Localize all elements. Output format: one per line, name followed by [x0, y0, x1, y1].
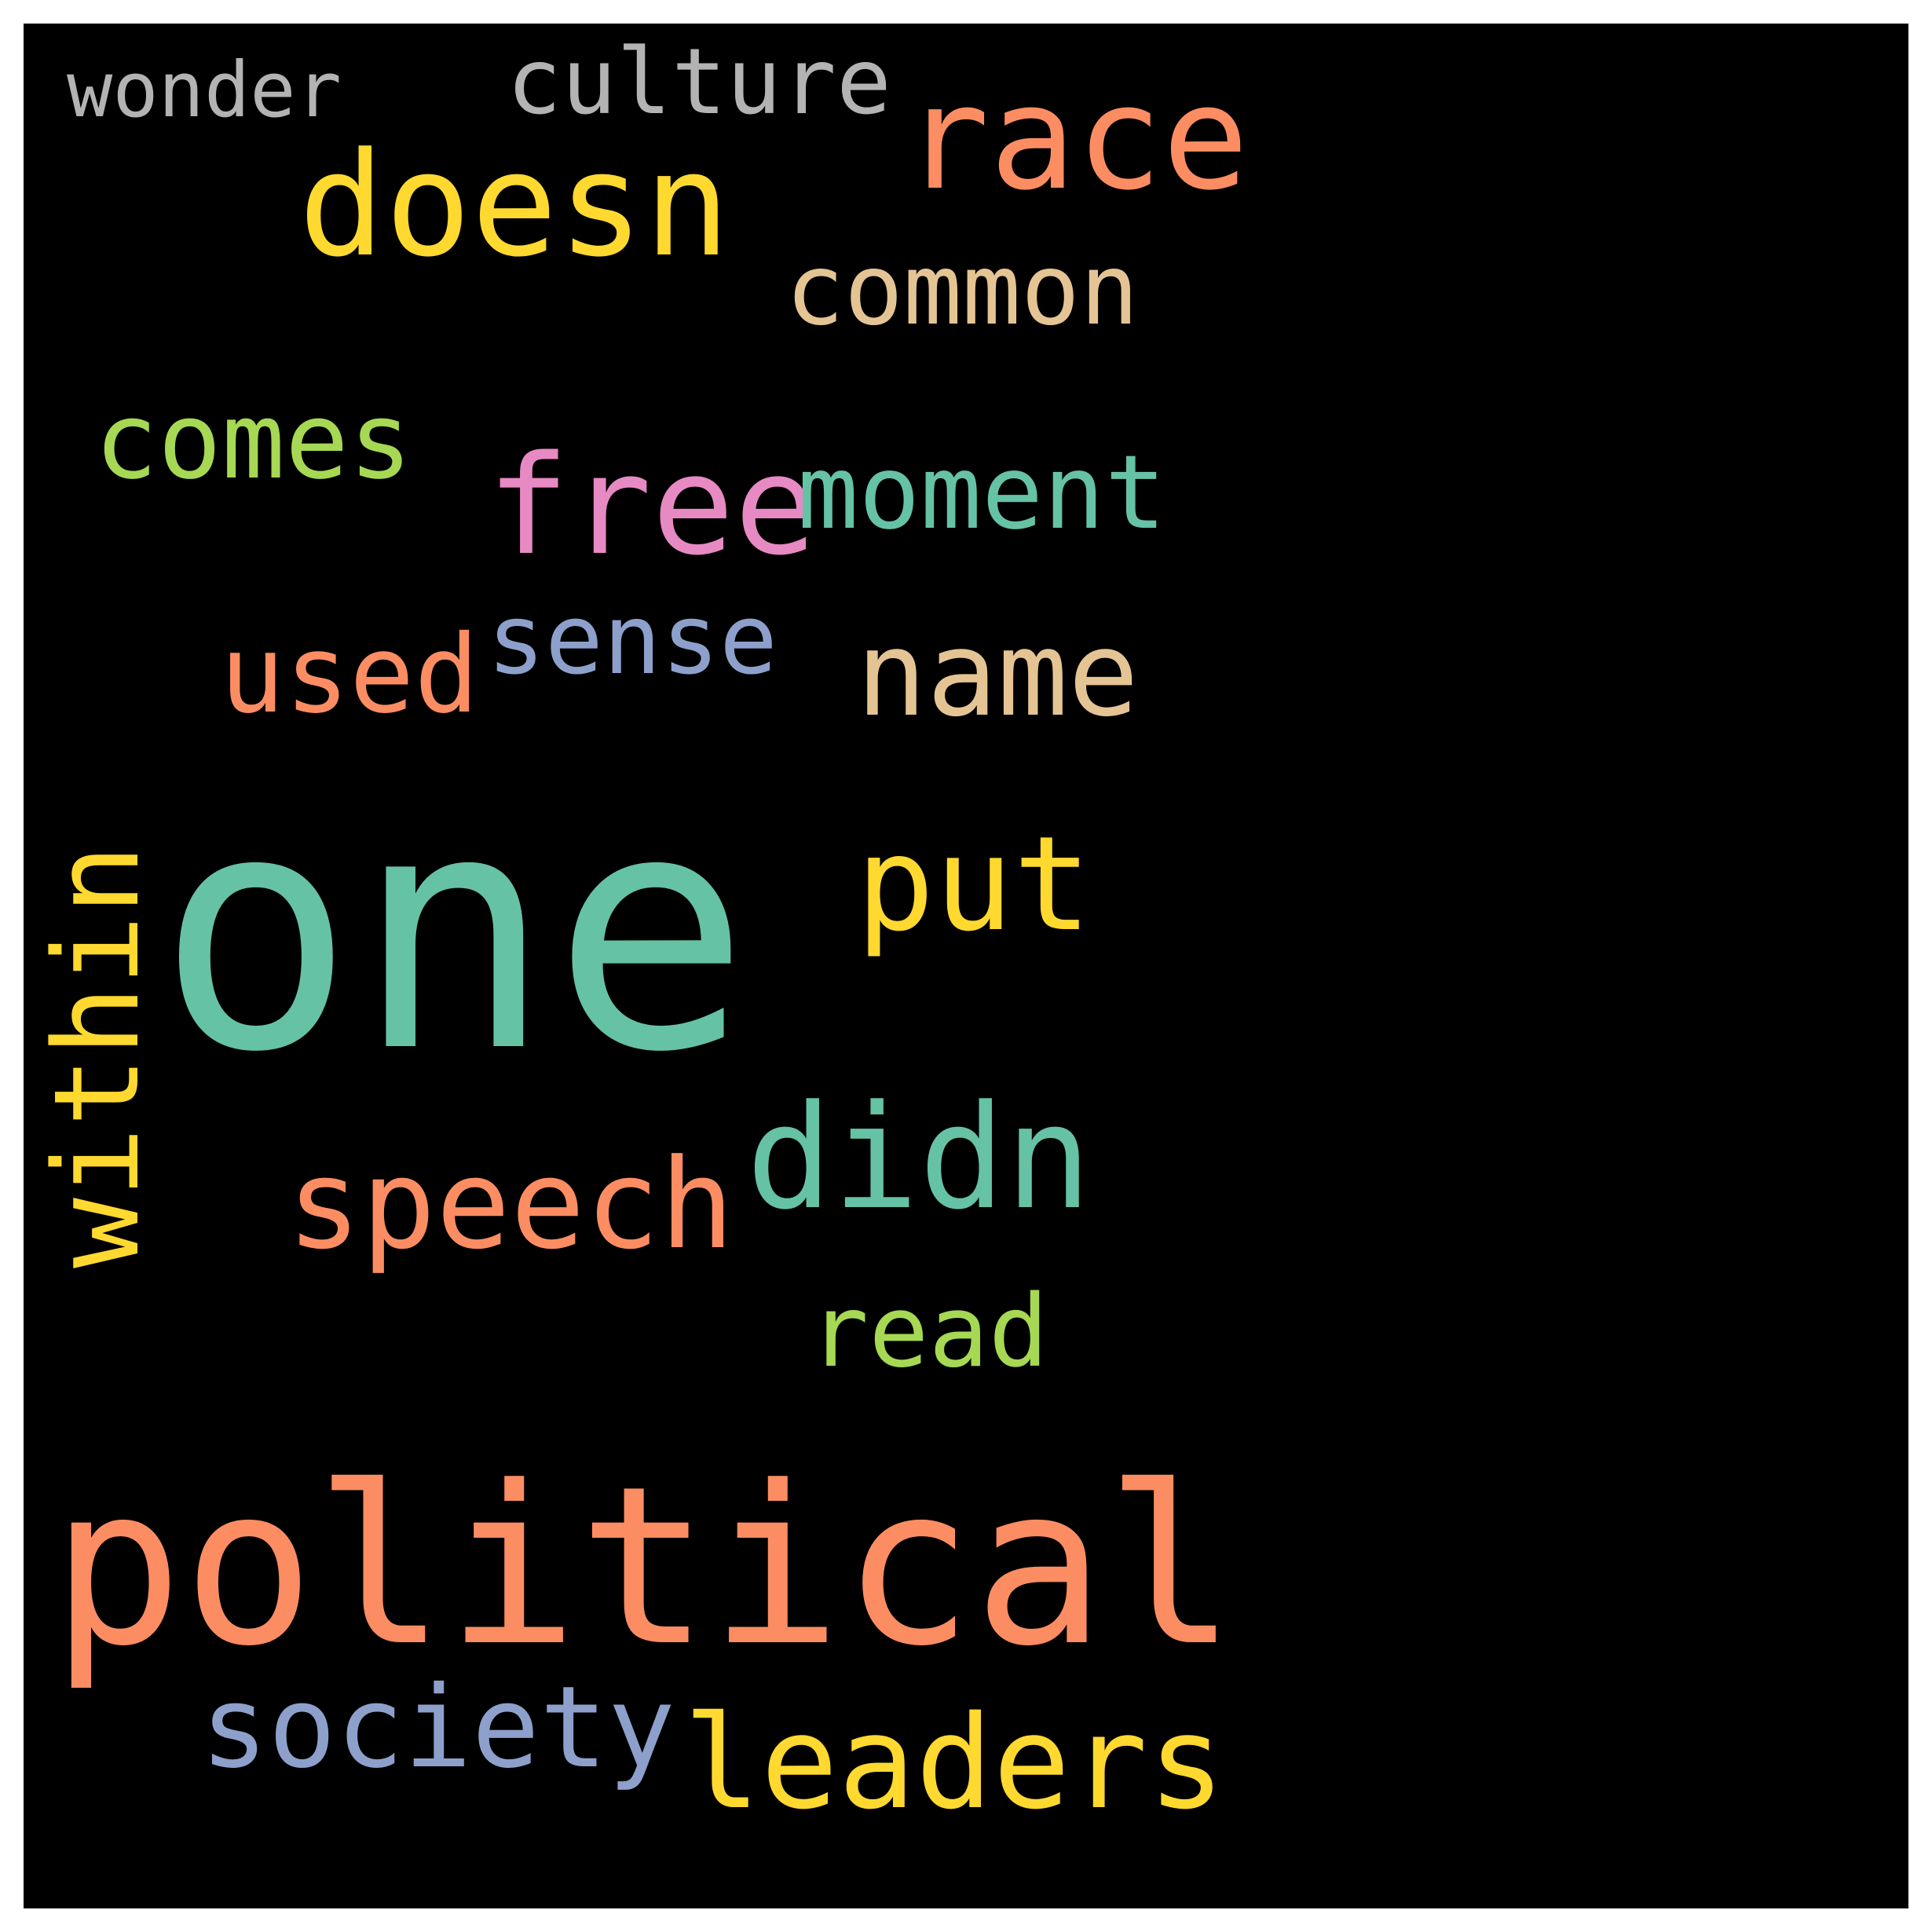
- word-read: read: [809, 1272, 1048, 1389]
- word-moment: moment: [797, 433, 1166, 553]
- word-free: free: [487, 426, 817, 586]
- word-wonder: wonder: [67, 45, 342, 134]
- word-sense: sense: [487, 583, 778, 696]
- word-used: used: [220, 613, 479, 738]
- word-culture: culture: [507, 28, 891, 135]
- word-political: political: [51, 1438, 1237, 1694]
- word-doesn: doesn: [298, 122, 730, 290]
- word-name: name: [856, 606, 1139, 744]
- word-one: one: [157, 741, 750, 1124]
- word-within: within: [29, 843, 166, 1269]
- word-comes: comes: [94, 379, 412, 503]
- word-put: put: [856, 809, 1092, 961]
- word-common: common: [785, 232, 1139, 347]
- word-didn: didn: [746, 1074, 1092, 1242]
- word-leaders: leaders: [683, 1688, 1225, 1839]
- word-cloud: wonder culture race doesn common comes f…: [24, 24, 1908, 1908]
- word-society: society: [200, 1662, 675, 1794]
- word-race: race: [903, 55, 1249, 223]
- word-speech: speech: [287, 1133, 734, 1278]
